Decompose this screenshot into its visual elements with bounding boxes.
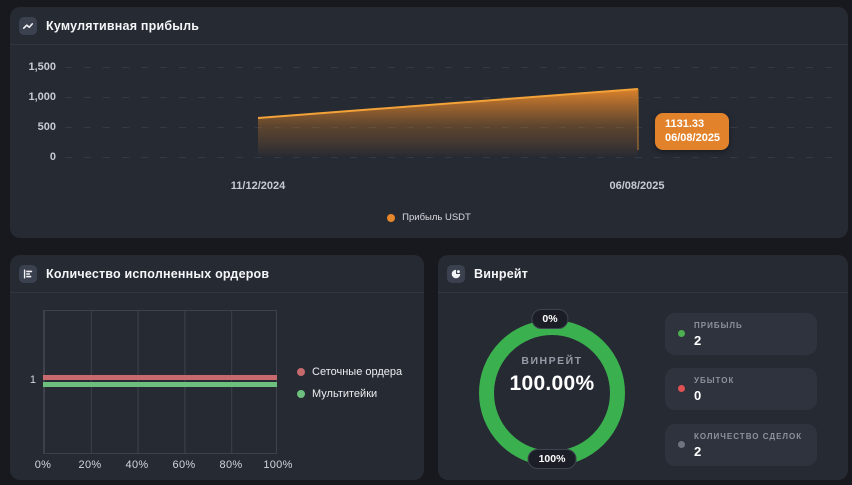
winrate-header: Винрейт bbox=[438, 255, 848, 293]
stat-label: КОЛИЧЕСТВО СДЕЛОК bbox=[694, 432, 803, 441]
executed-orders-panel: Количество исполненных ордеров 1 0% 20% … bbox=[10, 255, 424, 480]
legend-dot-green bbox=[297, 390, 305, 398]
winrate-center: ВИНРЕЙТ 100.00% bbox=[482, 355, 622, 396]
x-tick-start: 11/12/2024 bbox=[230, 180, 286, 192]
winrate-center-value: 100.00% bbox=[509, 372, 595, 395]
panel-title-winrate: Винрейт bbox=[474, 266, 529, 281]
gridline bbox=[65, 97, 833, 98]
legend-label: Сеточные ордера bbox=[312, 366, 403, 378]
loss-dot-icon bbox=[678, 385, 685, 392]
legend-profit-usdt[interactable]: Прибыль USDT bbox=[10, 212, 848, 223]
legend-dot-orange bbox=[387, 213, 396, 222]
executed-orders-header: Количество исполненных ордеров bbox=[10, 255, 424, 293]
y-tick-500: 500 bbox=[37, 121, 56, 133]
chart-tooltip: 1131.33 06/08/2025 bbox=[655, 113, 729, 150]
stat-value: 0 bbox=[694, 388, 702, 403]
y-tick-1000: 1,000 bbox=[28, 91, 56, 103]
gridline bbox=[65, 67, 833, 68]
legend-item-multi-takes[interactable]: Мультитейки bbox=[297, 388, 377, 400]
orders-x-tick-100: 100% bbox=[263, 459, 293, 471]
cumulative-profit-panel: Кумулятивная прибыль 1,500 1,000 500 0 1… bbox=[10, 7, 848, 238]
legend-dot-red bbox=[297, 368, 305, 376]
panel-title-orders: Количество исполненных ордеров bbox=[46, 266, 270, 281]
profit-dot-icon bbox=[678, 330, 685, 337]
winrate-badge-top: 0% bbox=[531, 309, 569, 329]
bar-grid-orders[interactable] bbox=[43, 375, 277, 380]
trades-dot-icon bbox=[678, 441, 685, 448]
horizontal-bars-icon bbox=[19, 264, 37, 283]
stat-label: ПРИБЫЛЬ bbox=[694, 321, 743, 330]
tooltip-date: 06/08/2025 bbox=[665, 132, 721, 144]
winrate-center-label: ВИНРЕЙТ bbox=[521, 355, 583, 367]
orders-x-tick-0: 0% bbox=[34, 459, 52, 471]
tooltip-value: 1131.33 bbox=[665, 118, 705, 130]
orders-x-tick-80: 80% bbox=[219, 459, 243, 471]
winrate-badge-bottom: 100% bbox=[527, 449, 577, 469]
stat-value: 2 bbox=[694, 444, 702, 459]
legend-item-grid-orders[interactable]: Сеточные ордера bbox=[297, 366, 402, 378]
panel-title-cumulative: Кумулятивная прибыль bbox=[46, 18, 200, 33]
y-tick-1500: 1,500 bbox=[28, 61, 56, 73]
orders-y-tick: 1 bbox=[29, 374, 36, 386]
winrate-panel: Винрейт ВИНРЕЙТ 100.00% 0% 100% ПРИБЫЛЬ … bbox=[438, 255, 848, 480]
stat-card-trades: КОЛИЧЕСТВО СДЕЛОК 2 bbox=[665, 424, 817, 466]
cumulative-profit-area-chart[interactable] bbox=[65, 60, 833, 160]
stat-card-loss: УБЫТОК 0 bbox=[665, 368, 817, 410]
legend-label: Мультитейки bbox=[312, 388, 378, 400]
stat-card-profit: ПРИБЫЛЬ 2 bbox=[665, 313, 817, 355]
pie-chart-icon bbox=[447, 264, 465, 283]
x-tick-end: 06/08/2025 bbox=[609, 180, 665, 192]
legend-label: Прибыль USDT bbox=[402, 212, 471, 223]
stat-label: УБЫТОК bbox=[694, 376, 735, 385]
y-tick-0: 0 bbox=[49, 151, 56, 163]
trend-line-icon bbox=[19, 16, 37, 35]
orders-x-tick-20: 20% bbox=[78, 459, 102, 471]
orders-x-tick-60: 60% bbox=[172, 459, 196, 471]
stat-value: 2 bbox=[694, 333, 702, 348]
bar-multi-takes[interactable] bbox=[43, 382, 277, 387]
orders-x-tick-40: 40% bbox=[125, 459, 149, 471]
gridline bbox=[65, 157, 833, 158]
cumulative-profit-header: Кумулятивная прибыль bbox=[10, 7, 848, 45]
